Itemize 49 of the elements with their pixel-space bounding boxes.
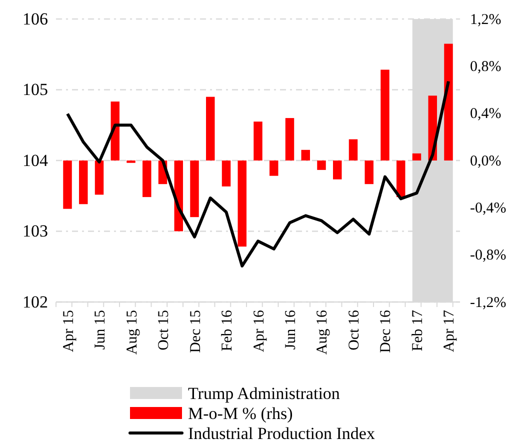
bar — [301, 150, 310, 160]
bar — [63, 160, 72, 209]
x-tick-label: Feb 16 — [220, 310, 236, 352]
bar — [238, 160, 246, 247]
y2-tick-label: 0,8% — [470, 58, 502, 75]
legend-label: M-o-M % (rhs) — [188, 404, 293, 423]
x-tick-label: Jun 16 — [283, 310, 299, 350]
bar — [190, 160, 199, 218]
y2-tick-label: -1,2% — [470, 294, 506, 311]
bar — [317, 160, 326, 170]
x-tick-label: Apr 16 — [251, 310, 268, 352]
y2-tick-label: -0,4% — [470, 200, 506, 216]
bar — [270, 160, 278, 176]
bar — [380, 70, 390, 160]
bar — [254, 122, 262, 160]
y-tick-label: 106 — [22, 9, 48, 28]
y-tick-label: 103 — [22, 222, 48, 241]
legend-label: Industrial Production Index — [188, 424, 376, 443]
x-tick-label: Aug 15 — [124, 310, 140, 355]
x-tick-label: Apr 17 — [442, 310, 458, 352]
y2-tick-label: 0,0% — [470, 153, 502, 170]
x-tick-label: Jun 15 — [92, 310, 109, 350]
bar — [142, 160, 152, 198]
bar — [444, 44, 453, 160]
x-tick-label: Feb 17 — [410, 310, 426, 352]
bar — [206, 96, 215, 160]
y2-tick-label: 0,4% — [470, 106, 502, 122]
y-tick-label: 105 — [22, 80, 48, 100]
bar — [222, 160, 231, 186]
bar — [94, 160, 104, 195]
bar — [285, 118, 294, 160]
x-tick-label: Oct 15 — [156, 310, 172, 350]
y-tick-label: 102 — [22, 292, 48, 312]
x-tick-label: Dec 15 — [188, 310, 204, 353]
x-tick-label: Aug 16 — [314, 310, 331, 355]
y2-tick-label: -0,8% — [470, 248, 506, 264]
line-series — [66, 80, 450, 268]
bar — [412, 153, 422, 160]
x-tick-label: Oct 16 — [346, 310, 362, 350]
bar — [79, 160, 88, 204]
x-tick-label: Apr 15 — [60, 310, 77, 352]
x-tick-label: Dec 16 — [378, 310, 394, 353]
y2-tick-label: 1,2% — [470, 12, 502, 28]
bar — [333, 160, 342, 180]
bar — [396, 160, 406, 198]
bar — [364, 160, 374, 184]
bar — [348, 139, 358, 160]
y-tick-label: 104 — [22, 150, 48, 170]
legend-label: Trump Administration — [188, 384, 340, 403]
